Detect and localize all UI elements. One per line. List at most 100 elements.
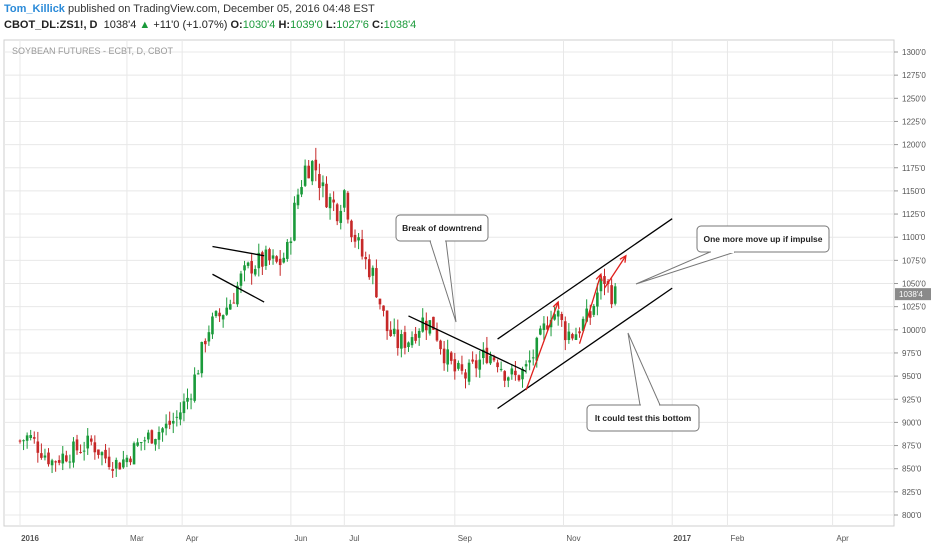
x-tick-label: 2016 (21, 534, 39, 543)
candle-body (614, 286, 617, 303)
candle-body (307, 166, 310, 179)
candle-body (243, 265, 246, 270)
candle-body (186, 398, 189, 402)
candle-body (514, 371, 517, 375)
candle-body (76, 439, 79, 450)
candle-body (240, 274, 243, 286)
candle-body (568, 332, 571, 340)
candle-body (318, 174, 321, 188)
candle-body (26, 435, 29, 440)
y-tick-label: 800'0 (902, 511, 922, 520)
candle-body (511, 368, 514, 374)
x-tick-label: 2017 (673, 534, 691, 543)
y-tick-label: 875'0 (902, 442, 922, 451)
candle-body (593, 306, 596, 315)
y-tick-label: 1100'0 (902, 233, 926, 242)
candle-body (101, 452, 104, 455)
candle-body (225, 308, 228, 315)
candle-body (450, 353, 453, 361)
y-tick-label: 900'0 (902, 418, 922, 427)
candle-body (118, 463, 121, 470)
candle-body (129, 459, 132, 463)
candle-body (54, 461, 57, 462)
candle-body (122, 459, 125, 467)
candle-body (461, 364, 464, 371)
candle-body (83, 451, 86, 452)
candle-body (493, 357, 496, 360)
candle-body (386, 311, 389, 332)
candle-body (275, 256, 278, 262)
candle-body (19, 441, 22, 442)
candle-body (507, 377, 510, 380)
candle-body (97, 449, 100, 454)
candle-body (133, 443, 136, 464)
candle-body (315, 160, 318, 171)
candle-body (557, 311, 560, 317)
candle-body (382, 306, 385, 311)
y-tick-label: 1150'0 (902, 187, 926, 196)
candle-body (37, 441, 40, 452)
candle-body (165, 424, 168, 429)
candle-body (322, 182, 325, 186)
candle-body (464, 372, 467, 378)
candle-body (400, 334, 403, 349)
candle-body (596, 293, 599, 307)
y-tick-label: 1050'0 (902, 280, 926, 289)
candle-body (407, 342, 410, 347)
candle-body (179, 412, 182, 419)
candle-body (368, 259, 371, 277)
candle-body (279, 259, 282, 265)
candle-body (115, 460, 118, 469)
candle-body (454, 359, 457, 371)
candle-body (61, 454, 64, 464)
candle-body (503, 371, 506, 381)
candle-body (357, 237, 360, 240)
candle-body (204, 341, 207, 344)
x-tick-label: Mar (130, 534, 144, 543)
candle-body (343, 190, 346, 207)
candle-body (336, 204, 339, 221)
candle-body (329, 197, 332, 208)
candle-body (233, 303, 236, 304)
candle-body (290, 241, 293, 243)
candle-body (496, 362, 499, 367)
candle-body (350, 221, 353, 237)
candle-body (211, 316, 214, 334)
candle-body (603, 276, 606, 284)
candle-body (168, 421, 171, 425)
candle-body (108, 457, 111, 467)
candle-body (90, 439, 93, 442)
candle-body (528, 360, 531, 362)
y-tick-label: 1225'0 (902, 117, 926, 126)
candle-body (86, 436, 89, 449)
y-tick-label: 975'0 (902, 349, 922, 358)
candle-body (393, 329, 396, 334)
candle-body (190, 399, 193, 400)
candle-body (471, 360, 474, 362)
x-tick-label: Jul (349, 534, 359, 543)
candle-body (525, 364, 528, 366)
candle-body (172, 421, 175, 424)
candle-body (543, 323, 546, 330)
candle-body (539, 329, 542, 335)
candle-body (215, 311, 218, 316)
candle-body (486, 348, 489, 363)
candle-body (143, 440, 146, 441)
callout-text: It could test this bottom (595, 413, 692, 423)
candle-body (72, 442, 75, 463)
candle-body (425, 321, 428, 330)
y-tick-label: 850'0 (902, 465, 922, 474)
candle-body (396, 330, 399, 349)
callout-text: Break of downtrend (402, 223, 482, 233)
candle-body (439, 341, 442, 349)
candle-body (265, 250, 268, 266)
candle-body (261, 252, 264, 266)
chart-title: SOYBEAN FUTURES - ECBT, D, CBOT (12, 46, 174, 56)
candle-body (325, 184, 328, 207)
price-axis[interactable]: 1300'0 1275'0 1250'0 1225'0 1200'0 1175'0 1150… (894, 48, 931, 520)
candle-body (147, 433, 150, 440)
candle-body (286, 242, 289, 259)
time-axis[interactable]: 2016 Mar Apr Jun Jul Sep Nov 2017 Feb Apr (21, 534, 849, 543)
candle-body (354, 235, 357, 242)
